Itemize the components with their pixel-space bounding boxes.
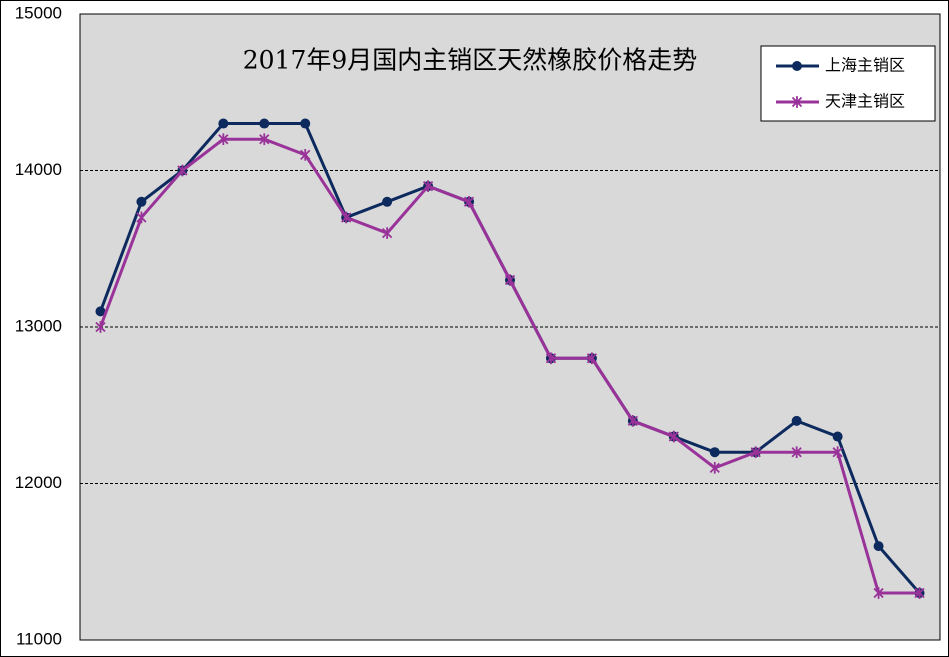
- point: [136, 196, 147, 207]
- point: [750, 446, 761, 459]
- point: [791, 446, 802, 459]
- y-tick-label: 11000: [16, 629, 62, 648]
- point: [586, 352, 598, 365]
- point: [791, 415, 802, 426]
- legend-label: 天津主销区: [825, 92, 905, 111]
- point: [177, 164, 188, 177]
- legend-box: [760, 45, 936, 122]
- point: [259, 133, 270, 146]
- point: [709, 462, 720, 474]
- point: [341, 211, 352, 224]
- point: [832, 431, 843, 442]
- point: [504, 274, 516, 286]
- point: [95, 321, 106, 333]
- point: [382, 196, 393, 207]
- point: [422, 180, 434, 192]
- point: [300, 118, 311, 129]
- point: [218, 118, 229, 129]
- point: [300, 149, 311, 161]
- point: [545, 352, 557, 365]
- point: [873, 541, 884, 552]
- point: [873, 587, 884, 599]
- point: [382, 227, 393, 239]
- point: [832, 446, 843, 459]
- y-tick-label: 14000: [15, 160, 62, 179]
- point: [463, 195, 475, 208]
- point: [95, 306, 106, 317]
- point: [136, 211, 147, 224]
- chart-title: 2017年9月国内主销区天然橡胶价格走势: [243, 46, 698, 75]
- y-tick-label: 12000: [15, 473, 62, 492]
- legend-marker: [791, 96, 803, 108]
- point: [914, 587, 925, 599]
- legend-label: 上海主销区: [825, 56, 905, 75]
- legend-marker: [792, 61, 802, 71]
- point: [218, 133, 229, 146]
- point: [259, 118, 270, 129]
- point: [627, 415, 638, 427]
- point: [709, 447, 720, 458]
- point: [792, 61, 802, 71]
- point: [791, 96, 803, 108]
- point: [668, 430, 679, 443]
- y-tick-label: 13000: [15, 316, 62, 335]
- y-tick-label: 15000: [15, 3, 62, 22]
